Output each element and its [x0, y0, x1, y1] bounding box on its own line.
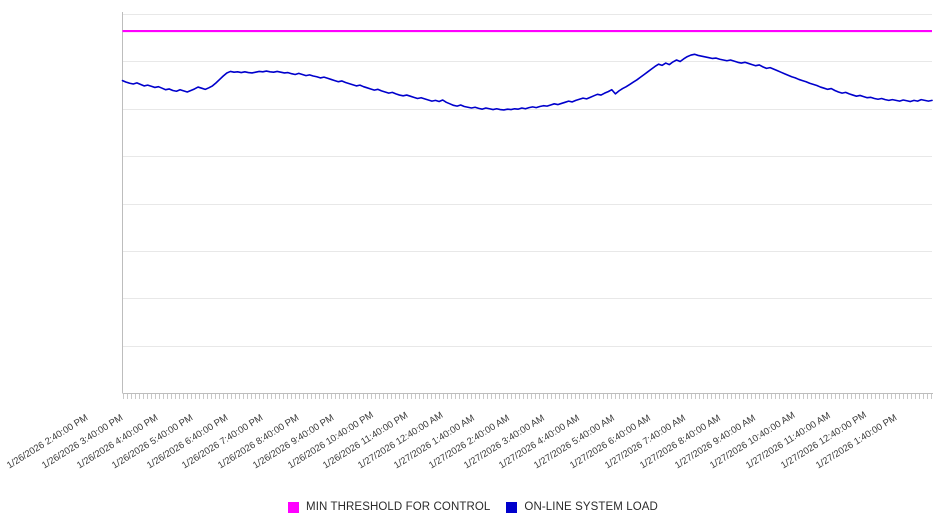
legend-swatch-blue — [506, 501, 518, 513]
chart-legend: MIN THRESHOLD FOR CONTROL ON-LINE SYSTEM… — [0, 496, 946, 518]
x-axis-labels: 1/26/2026 2:40:00 PM 1/26/2026 3:40:00 PM… — [0, 396, 946, 492]
legend-label-min-threshold: MIN THRESHOLD FOR CONTROL — [306, 501, 491, 513]
legend-item-min-threshold[interactable]: MIN THRESHOLD FOR CONTROL — [288, 501, 490, 513]
legend-label-online-system-load: ON-LINE SYSTEM LOAD — [524, 501, 658, 513]
legend-swatch-magenta — [288, 501, 300, 513]
legend-item-online-system-load[interactable]: ON-LINE SYSTEM LOAD — [506, 501, 658, 513]
x-axis-tickmarks — [123, 394, 932, 399]
online-system-load-series-line — [121, 53, 933, 111]
chart-plot-area — [121, 12, 933, 399]
